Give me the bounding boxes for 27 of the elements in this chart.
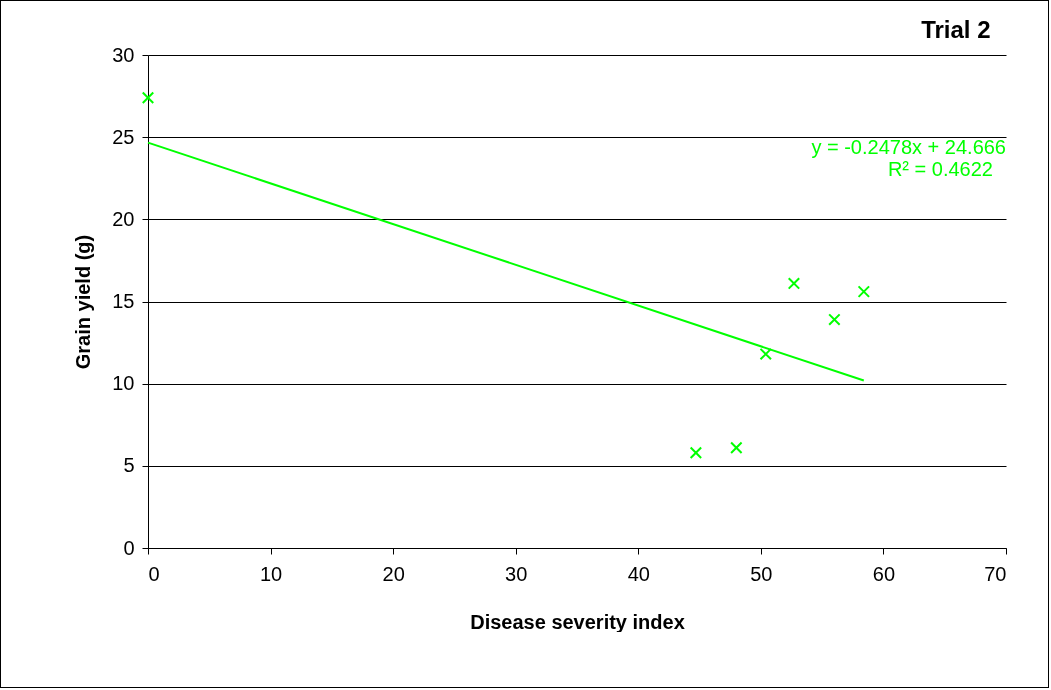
y-tick-label: 5	[123, 454, 135, 477]
y-tick-label: 15	[112, 290, 135, 312]
x-tick-label: 70	[984, 562, 1007, 585]
chart-title: Trial 2	[921, 16, 991, 43]
y-tick-label: 20	[112, 207, 135, 230]
point	[141, 91, 155, 104]
y-tick-label: 10	[112, 372, 135, 395]
x-tick-label: 0	[148, 562, 160, 585]
point	[828, 313, 841, 326]
point	[787, 277, 801, 290]
point	[857, 285, 871, 298]
x-tick-label: 30	[505, 562, 528, 585]
point	[730, 441, 743, 454]
x-tick-label: 40	[627, 562, 650, 585]
x-tick-label: 50	[750, 562, 773, 585]
x-tick-label: 20	[382, 562, 405, 585]
y-tick-label: 0	[123, 536, 135, 559]
y-tick-label: 25	[112, 125, 135, 148]
point	[759, 347, 772, 361]
annotation: R² = 0.4622	[887, 158, 993, 180]
y-axis-title: Grain yield (g)	[72, 234, 95, 370]
x-tick-label: 60	[872, 562, 896, 585]
x-tick-label: 10	[259, 562, 283, 585]
point	[689, 446, 703, 459]
annotation: y = -0.2478x + 24.666	[811, 136, 1006, 158]
x-axis-title: Disease severity index	[470, 610, 685, 633]
y-tick-label: 30	[112, 43, 135, 66]
